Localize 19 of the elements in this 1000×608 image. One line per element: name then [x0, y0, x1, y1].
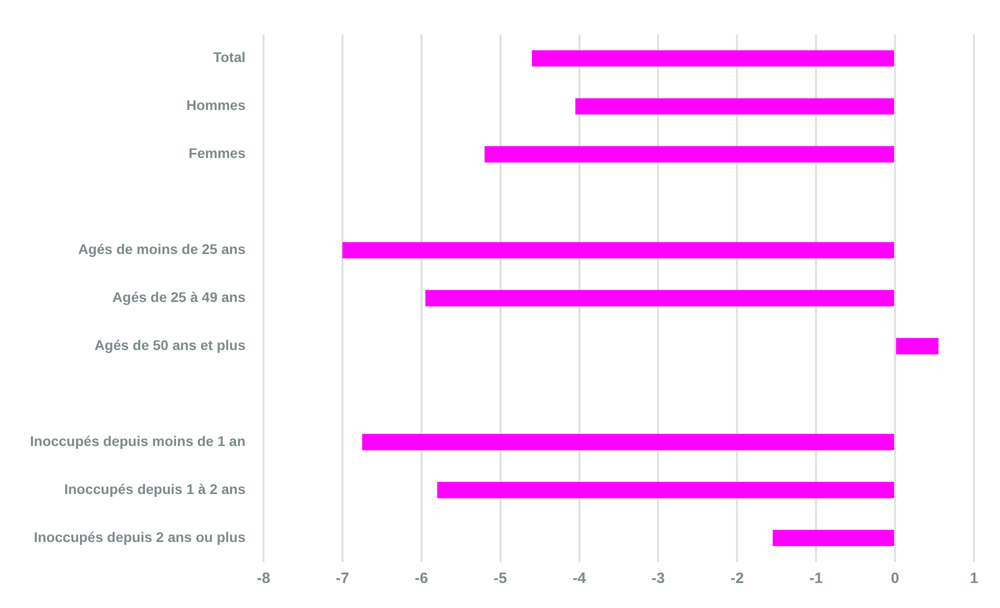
y-tick-label: Agés de 50 ans et plus — [94, 337, 246, 354]
x-tick-label: -4 — [572, 570, 587, 588]
y-tick-label: Hommes — [186, 97, 246, 114]
y-tick-label: Agés de 25 à 49 ans — [112, 289, 246, 306]
y-tick-label: Inoccupés depuis 1 à 2 ans — [64, 480, 246, 497]
x-tick-label: -7 — [336, 570, 350, 588]
x-tick-label: -2 — [730, 570, 744, 588]
y-tick-label: Inoccupés depuis 2 ans ou plus — [34, 528, 246, 545]
x-tick-label: -6 — [414, 570, 428, 588]
x-tick-label: -5 — [494, 570, 508, 588]
x-tick-label: -8 — [256, 570, 270, 588]
y-tick-label: Inoccupés depuis moins de 1 an — [30, 432, 246, 449]
y-tick-label: Agés de moins de 25 ans — [78, 241, 246, 258]
y-tick-label: Total — [213, 49, 246, 66]
x-tick-label: 1 — [970, 570, 978, 588]
x-tick-label: -3 — [652, 570, 665, 588]
y-tick-label: Femmes — [188, 145, 246, 162]
x-tick-label: 0 — [890, 570, 900, 588]
x-tick-label: -1 — [809, 570, 823, 588]
